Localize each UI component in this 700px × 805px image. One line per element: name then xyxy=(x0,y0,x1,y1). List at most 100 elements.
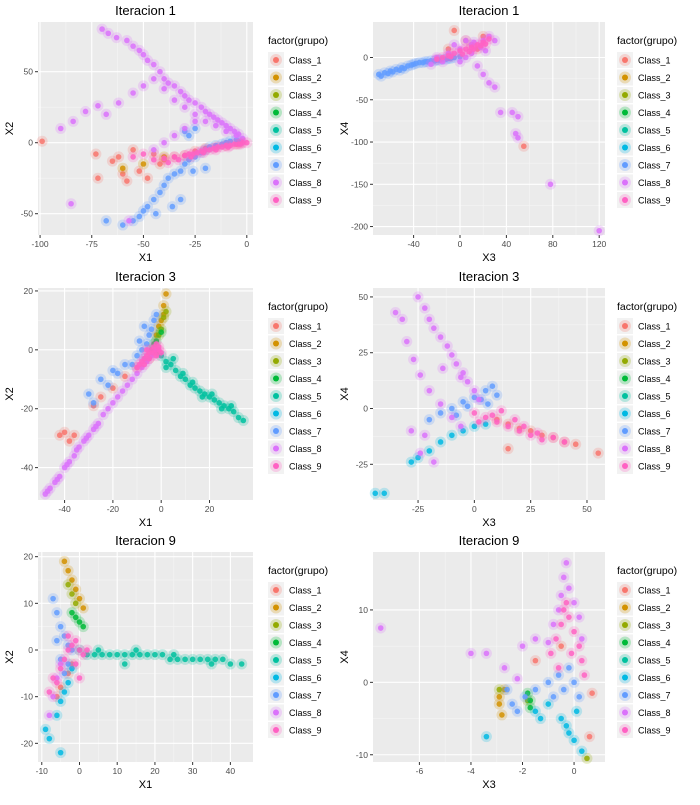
data-point xyxy=(54,679,60,686)
x-tick-label: -100 xyxy=(32,239,49,249)
data-point xyxy=(93,151,99,157)
data-point xyxy=(501,665,508,671)
x-tick-label: 0 xyxy=(572,766,577,776)
data-point xyxy=(157,68,163,75)
data-point xyxy=(188,154,194,160)
data-point xyxy=(171,97,178,103)
data-point xyxy=(444,343,451,349)
data-point xyxy=(378,73,384,79)
data-point xyxy=(122,361,128,368)
legend-label: Class_7 xyxy=(638,691,671,701)
data-point xyxy=(186,132,192,139)
data-point xyxy=(471,387,478,394)
x-axis-label: X1 xyxy=(139,252,152,264)
data-point xyxy=(163,291,169,297)
data-point xyxy=(65,633,71,639)
data-point xyxy=(403,338,410,345)
data-point xyxy=(68,200,74,207)
data-point xyxy=(90,400,97,406)
data-point xyxy=(211,397,218,403)
data-point xyxy=(460,370,466,376)
legend-item-class_4: Class_4 xyxy=(268,634,322,651)
data-point xyxy=(198,104,205,110)
data-point xyxy=(72,600,79,607)
data-point xyxy=(212,147,219,153)
data-point xyxy=(80,623,87,630)
y-tick-label: 20 xyxy=(24,286,34,296)
data-point xyxy=(381,490,388,497)
data-point xyxy=(460,428,466,434)
x-tick-label: 30 xyxy=(188,766,198,776)
data-point xyxy=(155,344,162,350)
data-point xyxy=(169,203,176,210)
x-tick-label: 40 xyxy=(502,239,512,249)
data-point xyxy=(372,490,379,497)
legend-label: Class_3 xyxy=(638,91,671,101)
data-point xyxy=(76,647,83,653)
data-point xyxy=(235,131,242,137)
legend-key-dot xyxy=(622,709,628,716)
data-point xyxy=(401,65,408,72)
legend-label: Class_8 xyxy=(289,178,322,188)
data-point xyxy=(57,623,64,630)
data-point xyxy=(150,61,157,68)
legend-key-dot xyxy=(273,197,279,203)
data-point xyxy=(66,438,73,444)
data-point xyxy=(463,37,469,44)
data-point xyxy=(566,614,572,620)
legend-item-class_1: Class_1 xyxy=(617,52,671,68)
data-point xyxy=(103,111,110,118)
legend-label: Class_9 xyxy=(289,196,322,206)
data-point xyxy=(46,712,53,719)
legend-key-dot xyxy=(273,144,279,151)
data-point xyxy=(136,47,143,54)
data-point xyxy=(139,347,145,353)
data-point xyxy=(186,97,192,103)
data-point xyxy=(119,388,126,394)
legend-key-dot xyxy=(273,323,279,329)
data-point xyxy=(210,114,217,120)
data-point xyxy=(458,423,464,430)
legend-item-class_2: Class_2 xyxy=(617,599,671,616)
data-point xyxy=(468,650,474,657)
data-point xyxy=(571,628,577,635)
legend-key-dot xyxy=(273,657,279,663)
legend-item-class_6: Class_6 xyxy=(617,405,671,422)
legend-label: Class_4 xyxy=(289,374,322,384)
data-point xyxy=(69,609,75,616)
data-point xyxy=(415,454,421,461)
series-class_5 xyxy=(155,350,249,426)
data-point xyxy=(474,63,481,69)
data-point xyxy=(576,614,583,620)
legend-key-dot xyxy=(273,639,279,646)
legend-item-class_6: Class_6 xyxy=(268,669,322,686)
data-point xyxy=(175,156,182,163)
panel-title: Iteracion 3 xyxy=(115,269,176,284)
data-point xyxy=(589,690,595,697)
legend-label: Class_1 xyxy=(289,586,322,596)
data-point xyxy=(522,694,528,700)
data-point xyxy=(80,605,87,611)
data-point xyxy=(181,125,188,132)
data-point xyxy=(480,71,487,78)
legend-key-dot xyxy=(273,463,279,469)
data-point xyxy=(231,141,238,147)
data-point xyxy=(91,651,98,658)
panel-1: -100 -75 -50 -25 0 -50 0 50 Iteracion 1 X1 X2 facto… xyxy=(4,3,328,264)
legend-key-dot xyxy=(273,179,279,186)
data-point xyxy=(563,560,570,566)
data-point xyxy=(509,701,515,707)
data-point xyxy=(451,50,458,57)
panel-title: Iteracion 1 xyxy=(115,3,176,18)
data-point xyxy=(439,58,446,65)
data-point xyxy=(152,651,158,658)
data-point xyxy=(158,329,165,335)
legend-item-class_4: Class_4 xyxy=(268,370,322,387)
data-point xyxy=(396,67,403,73)
data-point xyxy=(54,712,60,719)
data-point xyxy=(505,423,511,430)
data-point xyxy=(408,62,415,68)
x-tick-label: -25 xyxy=(189,239,202,249)
data-point xyxy=(134,370,140,377)
legend-item-class_2: Class_2 xyxy=(617,335,671,352)
